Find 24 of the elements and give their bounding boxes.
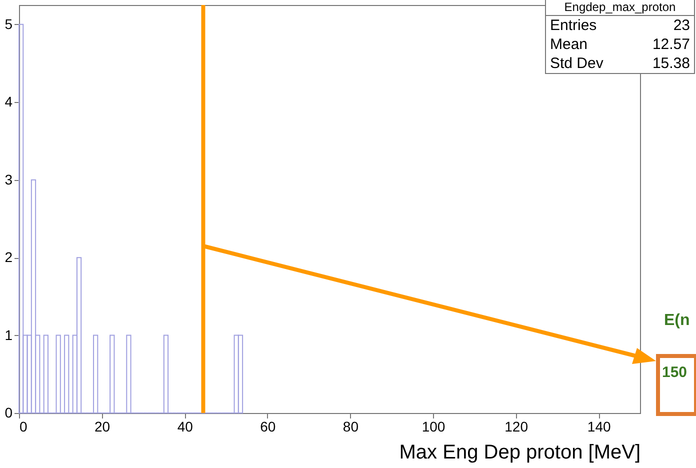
text: 15.38 [652, 54, 690, 73]
y-tick-label: 5 [4, 16, 13, 32]
text: 150 [662, 364, 688, 381]
text: E(n [664, 312, 690, 330]
annotation: Mean [550, 35, 588, 54]
x-tick-label: 140 [587, 418, 611, 434]
x-tick-label: 40 [177, 418, 194, 434]
y-tick-label: 4 [4, 94, 13, 110]
x-tick-label: 60 [260, 418, 276, 434]
text: 23 [673, 16, 690, 35]
text: 12.57 [652, 35, 690, 54]
y-tick-label: 3 [4, 171, 13, 188]
x-tick-label: 0 [20, 418, 28, 434]
annotation: Entries [550, 16, 597, 35]
y-tick-label: 2 [4, 249, 13, 266]
x-tick-label: 20 [94, 418, 110, 434]
x-tick-label: 80 [342, 418, 359, 434]
y-tick-label: 1 [4, 326, 13, 343]
annotation: Engdep_max_proton [546, 0, 694, 16]
x-tick-label: 120 [504, 418, 528, 434]
annotation: Std Dev [550, 54, 604, 73]
x-tick-label: 100 [422, 418, 446, 434]
x-axis-title: Max Eng Dep proton [MeV] [399, 442, 640, 464]
y-tick-label: 0 [4, 404, 13, 420]
